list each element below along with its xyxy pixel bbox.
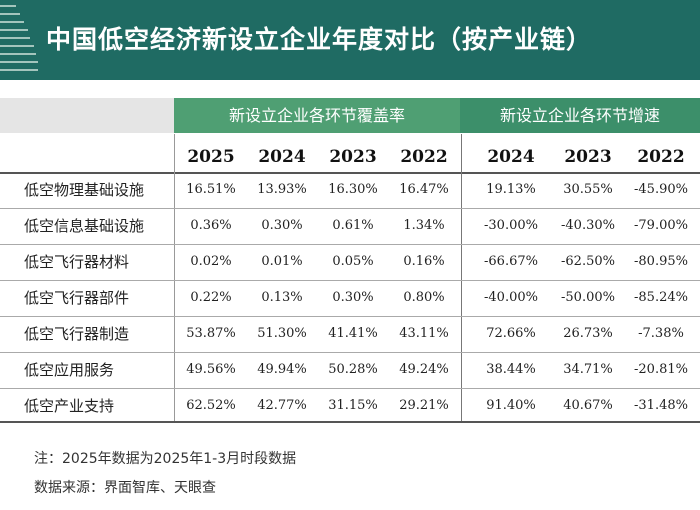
year-header-coverage: 2025 (187, 147, 235, 167)
title-banner: 中国低空经济新设立企业年度对比（按产业链） (0, 0, 700, 80)
source-note: 数据来源：界面智库、天眼查 (34, 480, 216, 496)
growth-cell: -66.67% (484, 254, 538, 269)
year-header-growth: 2024 (487, 147, 535, 167)
growth-cell: 19.13% (486, 182, 536, 197)
group-header-coverage: 新设立企业各环节覆盖率 (174, 98, 460, 133)
coverage-cell: 50.28% (328, 362, 378, 377)
year-header-row: 2025 2024 2023 2022 2024 2023 2022 (0, 134, 700, 174)
growth-cell: -30.00% (484, 218, 538, 233)
column-divider (461, 134, 462, 422)
coverage-cell: 0.16% (403, 254, 445, 269)
coverage-cell: 0.05% (332, 254, 374, 269)
coverage-cell: 51.30% (257, 326, 307, 341)
year-header-coverage: 2023 (329, 147, 377, 167)
group-header-growth: 新设立企业各环节增速 (460, 98, 700, 133)
growth-cell: -7.38% (638, 326, 684, 341)
coverage-cell: 16.51% (186, 182, 236, 197)
year-header-coverage: 2024 (258, 147, 306, 167)
row-label: 低空物理基础设施 (24, 181, 145, 199)
coverage-cell: 0.13% (261, 290, 303, 305)
coverage-cell: 41.41% (328, 326, 378, 341)
table-row: 低空物理基础设施 16.51% 13.93% 16.30% 16.47% 19.… (0, 172, 700, 209)
coverage-cell: 16.30% (328, 182, 378, 197)
coverage-cell: 49.94% (257, 362, 307, 377)
coverage-cell: 13.93% (257, 182, 307, 197)
footnote: 注：2025年数据为2025年1-3月时段数据 (34, 451, 297, 467)
year-header-coverage: 2022 (400, 147, 448, 167)
growth-cell: -62.50% (561, 254, 615, 269)
growth-cell: 30.55% (563, 182, 613, 197)
row-label: 低空飞行器部件 (24, 289, 130, 307)
growth-cell: -20.81% (634, 362, 688, 377)
row-label: 低空飞行器材料 (24, 253, 130, 271)
table-row: 低空应用服务 49.56% 49.94% 50.28% 49.24% 38.44… (0, 352, 700, 389)
coverage-cell: 16.47% (399, 182, 449, 197)
table-bottom-rule (0, 421, 700, 423)
growth-cell: -50.00% (561, 290, 615, 305)
table-row: 低空飞行器制造 53.87% 51.30% 41.41% 43.11% 72.6… (0, 316, 700, 353)
growth-cell: 72.66% (486, 326, 536, 341)
coverage-cell: 53.87% (186, 326, 236, 341)
growth-cell: 34.71% (563, 362, 613, 377)
table-row: 低空产业支持 62.52% 42.77% 31.15% 29.21% 91.40… (0, 388, 700, 424)
growth-cell: -85.24% (634, 290, 688, 305)
table-row: 低空飞行器部件 0.22% 0.13% 0.30% 0.80% -40.00% … (0, 280, 700, 317)
coverage-cell: 0.22% (190, 290, 232, 305)
group-header-empty (0, 98, 174, 133)
growth-cell: -80.95% (634, 254, 688, 269)
growth-cell: -31.48% (634, 398, 688, 413)
coverage-cell: 0.02% (190, 254, 232, 269)
growth-cell: -40.30% (561, 218, 615, 233)
page-title: 中国低空经济新设立企业年度对比（按产业链） (46, 25, 593, 54)
coverage-cell: 49.56% (186, 362, 236, 377)
coverage-cell: 49.24% (399, 362, 449, 377)
growth-cell: 38.44% (486, 362, 536, 377)
coverage-cell: 29.21% (399, 398, 449, 413)
table-row: 低空信息基础设施 0.36% 0.30% 0.61% 1.34% -30.00%… (0, 208, 700, 245)
table-row: 低空飞行器材料 0.02% 0.01% 0.05% 0.16% -66.67% … (0, 244, 700, 281)
growth-cell: 26.73% (563, 326, 613, 341)
growth-cell: -79.00% (634, 218, 688, 233)
year-header-growth: 2022 (637, 147, 685, 167)
coverage-cell: 0.61% (332, 218, 374, 233)
row-label: 低空信息基础设施 (24, 217, 145, 235)
coverage-cell: 31.15% (328, 398, 378, 413)
group-header-row: 新设立企业各环节覆盖率 新设立企业各环节增速 (0, 98, 700, 133)
coverage-cell: 0.36% (190, 218, 232, 233)
coverage-cell: 0.80% (403, 290, 445, 305)
coverage-cell: 0.30% (332, 290, 374, 305)
column-divider (174, 134, 175, 422)
coverage-cell: 0.01% (261, 254, 303, 269)
coverage-cell: 1.34% (403, 218, 445, 233)
coverage-cell: 42.77% (257, 398, 307, 413)
row-label: 低空应用服务 (24, 361, 115, 379)
growth-cell: 40.67% (563, 398, 613, 413)
coverage-cell: 62.52% (186, 398, 236, 413)
coverage-cell: 43.11% (399, 326, 449, 341)
growth-cell: 91.40% (486, 398, 536, 413)
row-label: 低空飞行器制造 (24, 325, 130, 343)
coverage-cell: 0.30% (261, 218, 303, 233)
growth-cell: -40.00% (484, 290, 538, 305)
stripe-decoration (0, 5, 38, 71)
year-header-growth: 2023 (564, 147, 612, 167)
growth-cell: -45.90% (634, 182, 688, 197)
row-label: 低空产业支持 (24, 397, 115, 415)
